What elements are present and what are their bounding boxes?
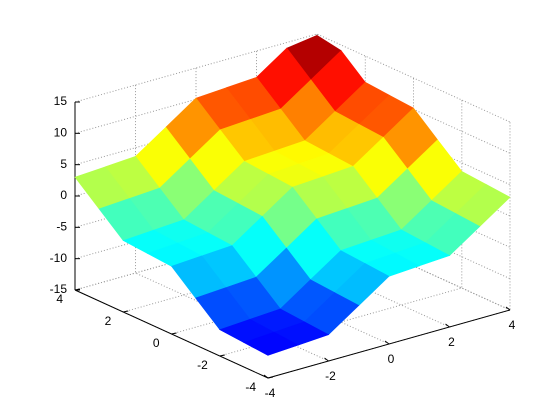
y-tick-label: 2	[105, 314, 112, 328]
x-tick	[384, 340, 390, 345]
z-tick-label: -5	[56, 220, 67, 234]
x-tick	[505, 306, 511, 311]
x-tick	[445, 323, 450, 328]
x-tick	[263, 374, 269, 379]
z-tick-label: 5	[60, 157, 67, 171]
x-tick-label: 2	[448, 335, 455, 349]
x-tick-label: 0	[388, 352, 395, 366]
y-tick	[267, 376, 274, 379]
y-tick-label: -4	[245, 380, 256, 394]
z-tick-label: -15	[50, 282, 68, 296]
x-tick-label: -2	[325, 369, 336, 383]
surface-patch	[243, 331, 300, 356]
y-tick	[219, 354, 225, 357]
x-tick-label: 4	[509, 318, 516, 332]
z-tick-label: 0	[60, 188, 67, 202]
z-tick-label: 10	[54, 126, 68, 140]
z-tick-label: 15	[54, 94, 68, 108]
y-tick-label: -2	[197, 358, 208, 372]
x-tick	[324, 357, 329, 362]
y-tick	[74, 288, 81, 291]
y-tick	[123, 310, 129, 313]
x-tick-label: -4	[265, 386, 276, 400]
y-tick-label: 0	[153, 336, 160, 350]
y-tick-label: 4	[56, 292, 63, 306]
z-tick-label: -10	[50, 251, 68, 265]
y-tick	[171, 332, 177, 335]
